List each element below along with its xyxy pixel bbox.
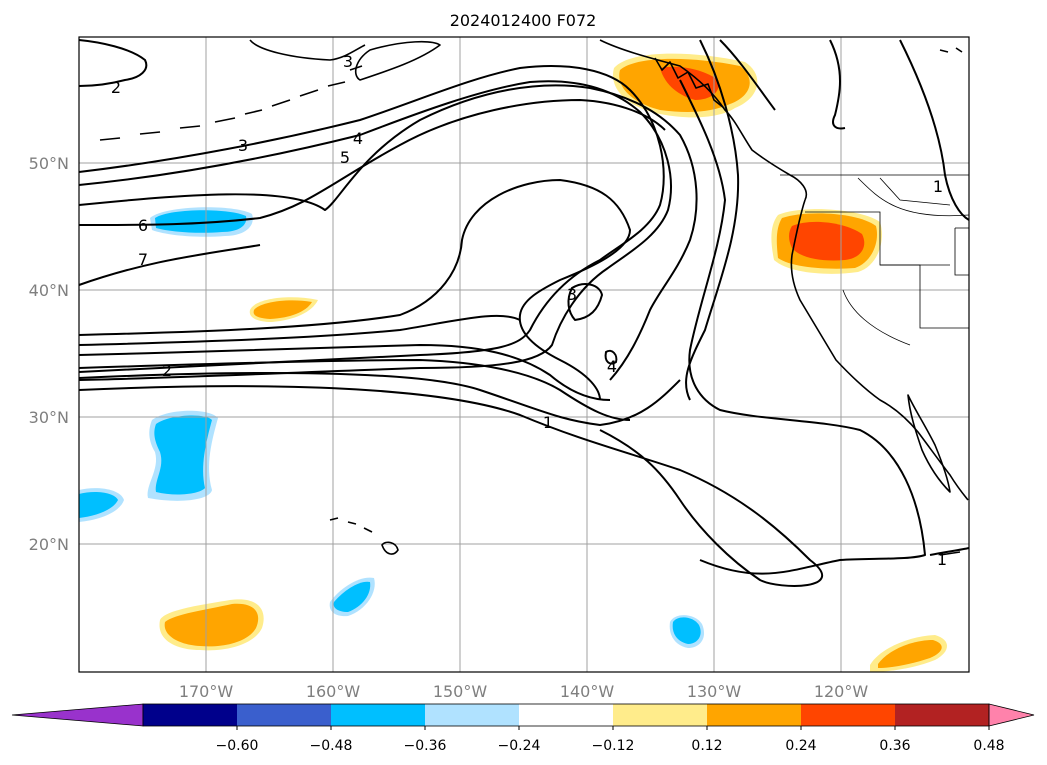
latitude-labels: 50°N 40°N 30°N 20°N [29,154,69,554]
lon-label: 130°W [687,682,742,701]
lon-label: 170°W [179,682,234,701]
contour-label: 1 [543,413,553,432]
lon-label: 140°W [560,682,615,701]
colorbar-tick-label: 0.48 [973,738,1004,754]
contour-label: 7 [138,250,148,269]
colorbar-segment [143,704,238,726]
map-title: 2024012400 F072 [450,11,597,30]
lat-label: 30°N [29,408,69,427]
map-frame [78,36,970,673]
lon-label: 150°W [433,682,488,701]
colorbar-segment [519,704,614,726]
cold-anomaly-region [79,492,118,518]
contour-label: 1 [933,177,943,196]
colorbar-outline [142,703,990,727]
map-background [79,37,969,672]
colorbar-tick-label: −0.48 [310,738,353,754]
colorbar-segment [237,704,332,726]
cold-anomaly-region [154,415,212,495]
colorbar-segment [331,704,426,726]
colorbar-segments [143,704,990,726]
contour-label: 1 [937,550,947,569]
contour-label: 3 [238,136,248,155]
contour-label: 4 [353,129,363,148]
cold-anomaly-region [333,581,371,612]
colorbar-tick-label: −0.36 [404,738,447,754]
warm-anomaly-region [253,300,312,319]
map-gridlines [79,37,969,672]
colorbar-segment [425,704,520,726]
colorbar-tick-label: −0.24 [498,738,541,754]
contour-label: 3 [343,52,353,71]
lon-label: 120°W [814,682,869,701]
contour-label: 5 [340,148,350,167]
coastlines [99,39,969,556]
lat-label: 20°N [29,535,69,554]
longitude-labels: 170°W 160°W 150°W 140°W 130°W 120°W [179,682,869,701]
colorbar-extend-left [11,703,144,727]
cold-anomaly-region [155,210,247,233]
contour-label: 3 [567,285,577,304]
colorbar-extend-right [988,703,1035,727]
warm-anomaly-region [660,66,719,100]
colorbar-tick-label: −0.60 [216,738,259,754]
warm-anomaly-region [789,221,865,261]
warm-anomaly-region [878,640,942,668]
map-plot-area: 2 3 4 5 6 7 2 1 3 4 3 1 1 [78,36,970,673]
lon-label: 160°W [306,682,361,701]
colorbar-segment [707,704,802,726]
colorbar-tick-label: 0.36 [879,738,910,754]
contour-labels: 2 3 4 5 6 7 2 1 3 4 3 1 1 [111,52,947,569]
colorbar-tick-label: 0.24 [785,738,816,754]
colorbar-segment [895,704,990,726]
colorbar-tick-label: 0.12 [691,738,722,754]
contour-label: 6 [138,216,148,235]
cold-anomaly-region [672,617,701,644]
contour-label: 2 [162,361,172,380]
contour-label: 4 [607,357,617,376]
colorbar-segment [801,704,896,726]
colorbar-segment [613,704,708,726]
contour-label: 2 [111,78,121,97]
colorbar-tick-label: −0.12 [592,738,635,754]
lat-label: 50°N [29,154,69,173]
colorbar-ticks: −0.60 −0.48 −0.36 −0.24 −0.12 0.12 0.24 0.36 0.4… [216,726,1005,754]
contour-lines [78,39,970,587]
colorbar: −0.60 −0.48 −0.36 −0.24 −0.12 0.12 0.24 0.36 0.4… [11,703,1035,754]
warm-anomaly-region [164,603,259,647]
lat-label: 40°N [29,281,69,300]
political-borders [780,174,970,346]
